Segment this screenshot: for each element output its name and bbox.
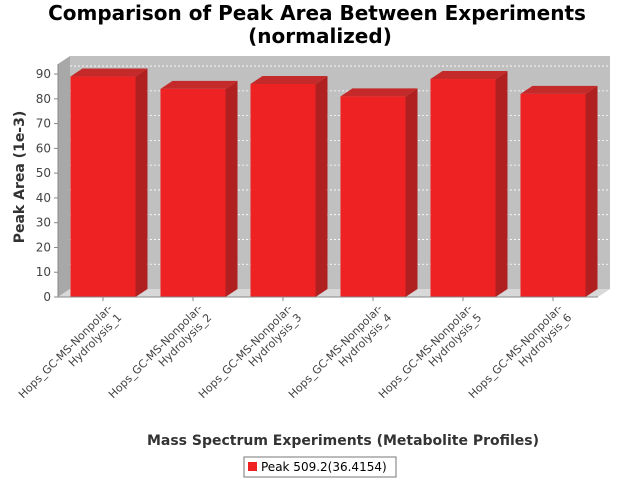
bar-front	[70, 76, 136, 297]
bar-top	[160, 80, 238, 89]
bar	[430, 71, 508, 297]
y-tick-label: 10	[36, 265, 51, 279]
bar-front	[430, 79, 496, 297]
bars	[70, 68, 598, 301]
y-tick-label: 0	[43, 290, 51, 304]
y-tick-label: 80	[36, 92, 51, 106]
chart-title-line-2: (normalized)	[248, 24, 392, 48]
legend-swatch	[248, 462, 257, 471]
gridlines	[70, 65, 610, 265]
y-tick-label: 60	[36, 141, 51, 155]
y-tick-label: 50	[36, 166, 51, 180]
bar-side	[315, 75, 328, 297]
chart-title-line-1: Comparison of Peak Area Between Experime…	[48, 1, 586, 25]
y-tick-label: 20	[36, 240, 51, 254]
y-tick-label: 70	[36, 117, 51, 131]
bar	[520, 85, 598, 297]
bar-front	[250, 83, 316, 297]
y-tick-label: 40	[36, 191, 51, 205]
plot-left-wall	[58, 56, 70, 297]
bar-side	[405, 88, 418, 297]
bar	[70, 68, 148, 297]
y-tick-label: 30	[36, 216, 51, 230]
bar-top	[430, 71, 508, 80]
y-axis-label: Peak Area (1e-3)	[12, 111, 28, 244]
bar-front	[160, 88, 226, 297]
bar	[160, 80, 238, 297]
bar-side	[495, 71, 508, 297]
bar-side	[225, 80, 238, 297]
legend-box	[243, 456, 397, 478]
bar-side	[585, 85, 598, 297]
bar	[250, 75, 328, 297]
bar-top	[520, 85, 598, 94]
x-tick-label: Hops_GC-MS-Nonpolar-Hydrolysis_6	[466, 302, 574, 410]
bar-front	[340, 96, 406, 297]
bar-top	[70, 68, 148, 77]
bar-top	[340, 88, 418, 97]
x-tick-labels: Hops_GC-MS-Nonpolar-Hydrolysis_1Hops_GC-…	[16, 302, 574, 410]
legend-label: Peak 509.2(36.4154)	[261, 460, 387, 474]
y-axis: 0 10 20 30 40 50 60 70 80 90	[36, 64, 59, 304]
bar-top	[250, 75, 328, 84]
x-axis-label: Mass Spectrum Experiments (Metabolite Pr…	[147, 433, 539, 449]
y-tick-label: 90	[36, 67, 51, 81]
bar	[340, 88, 418, 297]
bar-front	[520, 93, 586, 297]
legend: Peak 509.2(36.4154)	[243, 456, 397, 478]
bar-side	[135, 68, 148, 297]
